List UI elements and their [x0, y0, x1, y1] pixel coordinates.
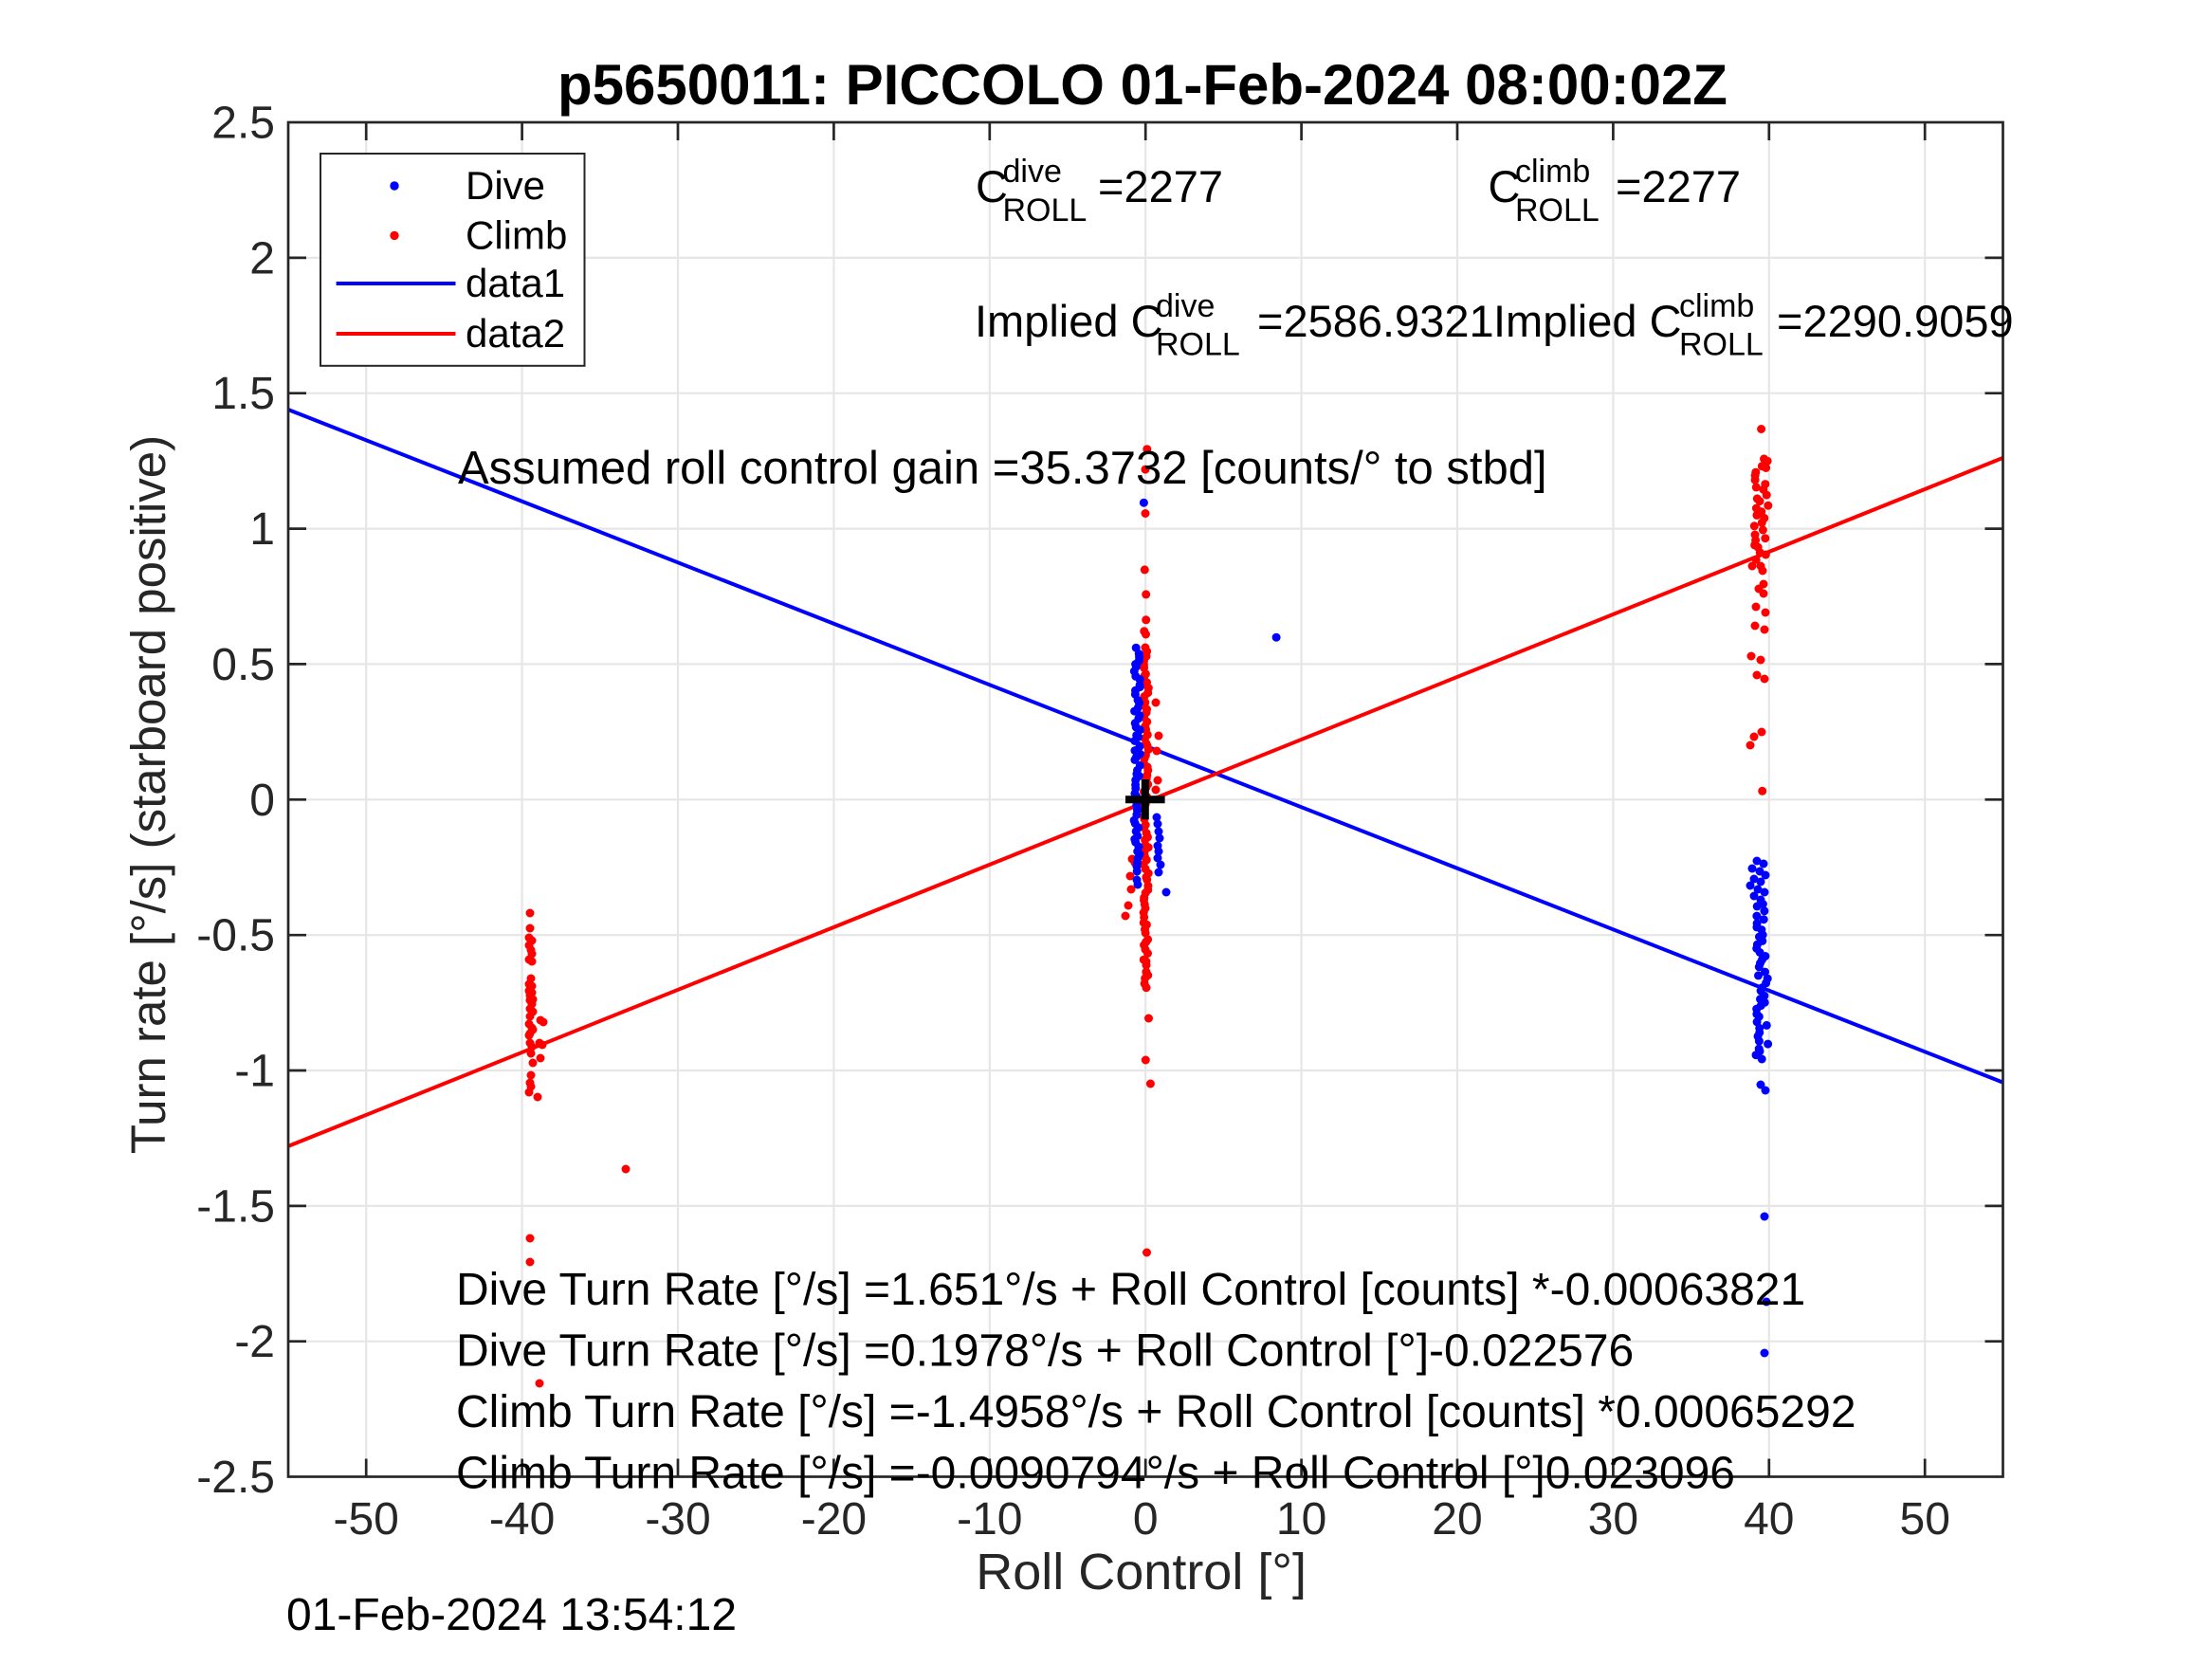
svg-text:-10: -10	[957, 1494, 1022, 1545]
svg-text:30: 30	[1588, 1494, 1638, 1545]
svg-text:=2277: =2277	[1616, 161, 1741, 211]
svg-text:0: 0	[249, 776, 275, 826]
svg-text:-20: -20	[801, 1494, 867, 1545]
svg-text:0.5: 0.5	[211, 640, 275, 690]
svg-text:dive: dive	[1156, 288, 1215, 324]
svg-text:Implied C: Implied C	[975, 296, 1163, 346]
svg-text:2: 2	[249, 233, 275, 283]
svg-text:data2: data2	[466, 311, 565, 356]
svg-text:Implied C: Implied C	[1493, 296, 1682, 346]
svg-text:=2586.9321: =2586.9321	[1257, 296, 1494, 346]
svg-text:Dive: Dive	[466, 163, 545, 208]
svg-text:C: C	[1489, 161, 1521, 211]
svg-text:Climb Turn Rate [°/s] =-1.4958: Climb Turn Rate [°/s] =-1.4958°/s + Roll…	[456, 1387, 1856, 1437]
svg-text:ROLL: ROLL	[1679, 327, 1764, 363]
svg-text:=2290.9059: =2290.9059	[1777, 296, 2014, 346]
svg-text:-30: -30	[645, 1494, 710, 1545]
svg-text:C: C	[976, 161, 1008, 211]
svg-text:Assumed roll control gain =35.: Assumed roll control gain =35.3732 [coun…	[458, 443, 1547, 494]
svg-text:-0.5: -0.5	[196, 911, 275, 961]
svg-text:ROLL: ROLL	[1003, 192, 1088, 229]
svg-text:40: 40	[1744, 1494, 1794, 1545]
svg-text:0: 0	[1133, 1494, 1159, 1545]
svg-text:2.5: 2.5	[211, 99, 275, 149]
svg-text:-1.5: -1.5	[196, 1181, 275, 1232]
svg-text:Roll Control [°]: Roll Control [°]	[976, 1544, 1307, 1600]
svg-text:ROLL: ROLL	[1515, 192, 1600, 229]
svg-text:climb: climb	[1515, 154, 1590, 190]
svg-text:10: 10	[1276, 1494, 1326, 1545]
svg-text:-40: -40	[489, 1494, 555, 1545]
svg-text:-2.5: -2.5	[196, 1453, 275, 1503]
svg-text:1.5: 1.5	[211, 369, 275, 419]
svg-text:dive: dive	[1003, 154, 1062, 190]
svg-text:=2277: =2277	[1098, 161, 1223, 211]
svg-text:Climb Turn Rate [°/s] =-0.0090: Climb Turn Rate [°/s] =-0.0090794°/s + R…	[456, 1449, 1735, 1499]
svg-text:-2: -2	[234, 1317, 275, 1367]
svg-text:Turn rate [°/s] (starboard pos: Turn rate [°/s] (starboard positive)	[121, 435, 175, 1154]
svg-text:20: 20	[1432, 1494, 1482, 1545]
svg-text:data1: data1	[466, 261, 565, 305]
svg-text:climb: climb	[1679, 288, 1754, 324]
svg-text:Dive Turn Rate [°/s] =0.1978°/: Dive Turn Rate [°/s] =0.1978°/s + Roll C…	[456, 1326, 1634, 1377]
svg-text:01-Feb-2024 13:54:12: 01-Feb-2024 13:54:12	[286, 1590, 737, 1640]
svg-text:p5650011: PICCOLO 01-Feb-2024: p5650011: PICCOLO 01-Feb-2024 08:00:02Z	[558, 53, 1728, 117]
svg-text:1: 1	[249, 504, 275, 555]
svg-text:ROLL: ROLL	[1156, 327, 1240, 363]
svg-text:-1: -1	[234, 1047, 275, 1097]
svg-text:Dive Turn Rate [°/s] =1.651°/s: Dive Turn Rate [°/s] =1.651°/s + Roll Co…	[456, 1265, 1805, 1315]
svg-text:-50: -50	[334, 1494, 399, 1545]
svg-text:Climb: Climb	[466, 212, 567, 257]
svg-text:50: 50	[1900, 1494, 1950, 1545]
